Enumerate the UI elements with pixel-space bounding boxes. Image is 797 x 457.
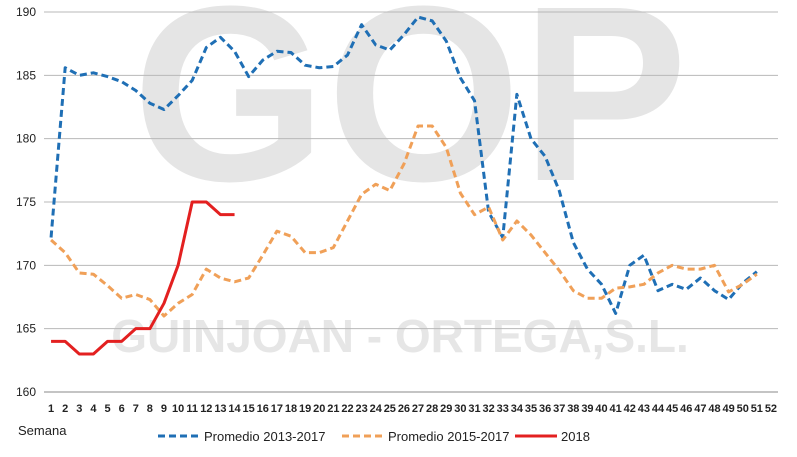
x-tick-label: 23 — [355, 403, 367, 415]
x-tick-label: 19 — [299, 403, 311, 415]
y-axis-ticks: 160 165 170 175 180 185 190 — [16, 5, 36, 399]
x-tick-label: 18 — [285, 403, 297, 415]
legend-label: Promedio 2015-2017 — [388, 429, 509, 444]
y-tick-label: 175 — [16, 195, 36, 209]
x-tick-label: 14 — [228, 403, 241, 415]
x-tick-label: 10 — [172, 403, 184, 415]
x-axis-label: Semana — [18, 423, 67, 438]
x-tick-label: 11 — [186, 403, 198, 415]
x-tick-label: 35 — [525, 403, 537, 415]
x-tick-label: 21 — [327, 403, 339, 415]
x-tick-label: 33 — [497, 403, 509, 415]
x-tick-label: 42 — [624, 403, 636, 415]
x-tick-label: 31 — [468, 403, 480, 415]
x-tick-label: 16 — [257, 403, 269, 415]
watermark-logo-text: GOP — [132, 0, 688, 233]
series-lines — [49, 15, 758, 356]
x-tick-label: 39 — [581, 403, 593, 415]
x-tick-label: 28 — [426, 403, 438, 415]
x-axis: 1 2 3 4 5 6 7 8 9 10 11 12 13 14 15 16 17 18 19 20 21 22 23 24 2… — [48, 403, 777, 415]
x-tick-label: 22 — [341, 403, 353, 415]
x-tick-label: 5 — [104, 403, 110, 415]
x-tick-label: 20 — [313, 403, 325, 415]
x-tick-label: 48 — [708, 403, 720, 415]
y-tick-label: 165 — [16, 322, 36, 336]
x-tick-label: 15 — [243, 403, 255, 415]
x-tick-label: 29 — [440, 403, 452, 415]
x-tick-label: 34 — [511, 403, 524, 415]
y-tick-label: 180 — [16, 132, 36, 146]
series-line-3 — [51, 200, 235, 356]
y-tick-label: 160 — [16, 385, 36, 399]
x-tick-label: 51 — [751, 403, 763, 415]
x-tick-label: 30 — [454, 403, 466, 415]
series-line-2 — [50, 124, 758, 318]
x-tick-label: 40 — [595, 403, 607, 415]
x-tick-label: 4 — [90, 403, 97, 415]
gridlines — [44, 11, 778, 393]
y-tick-label: 190 — [16, 5, 36, 19]
x-tick-label: 26 — [398, 403, 410, 415]
x-tick-label: 7 — [133, 403, 139, 415]
x-tick-label: 12 — [200, 403, 212, 415]
x-tick-label: 52 — [765, 403, 777, 415]
x-tick-label: 1 — [48, 403, 54, 415]
legend-label: Promedio 2013-2017 — [204, 429, 325, 444]
x-tick-label: 25 — [384, 403, 396, 415]
x-tick-label: 2 — [62, 403, 68, 415]
x-tick-label: 6 — [119, 403, 125, 415]
x-tick-label: 49 — [722, 403, 734, 415]
x-tick-label: 37 — [553, 403, 565, 415]
x-tick-label: 38 — [567, 403, 579, 415]
y-tick-label: 185 — [16, 68, 36, 82]
legend-label: 2018 — [561, 429, 590, 444]
x-tick-label: 47 — [694, 403, 706, 415]
x-tick-label: 17 — [271, 403, 283, 415]
x-tick-label: 50 — [737, 403, 749, 415]
x-tick-label: 46 — [680, 403, 692, 415]
x-tick-label: 24 — [370, 403, 383, 415]
x-tick-label: 8 — [147, 403, 153, 415]
x-tick-label: 45 — [666, 403, 678, 415]
y-tick-label: 170 — [16, 258, 36, 272]
x-tick-label: 9 — [161, 403, 167, 415]
watermark-company-text: GUINJOAN - ORTEGA,S.L. — [111, 310, 689, 362]
watermark: GOP GUINJOAN - ORTEGA,S.L. — [111, 0, 689, 362]
x-tick-label: 44 — [652, 403, 665, 415]
x-tick-label: 36 — [539, 403, 551, 415]
x-tick-label: 27 — [412, 403, 424, 415]
x-tick-label: 43 — [638, 403, 650, 415]
x-tick-label: 13 — [214, 403, 226, 415]
legend: Promedio 2013-2017 Promedio 2015-2017 2018 — [158, 429, 590, 444]
x-tick-label: 3 — [76, 403, 82, 415]
series-line-1 — [49, 15, 758, 315]
x-tick-label: 32 — [483, 403, 495, 415]
x-tick-label: 41 — [610, 403, 622, 415]
